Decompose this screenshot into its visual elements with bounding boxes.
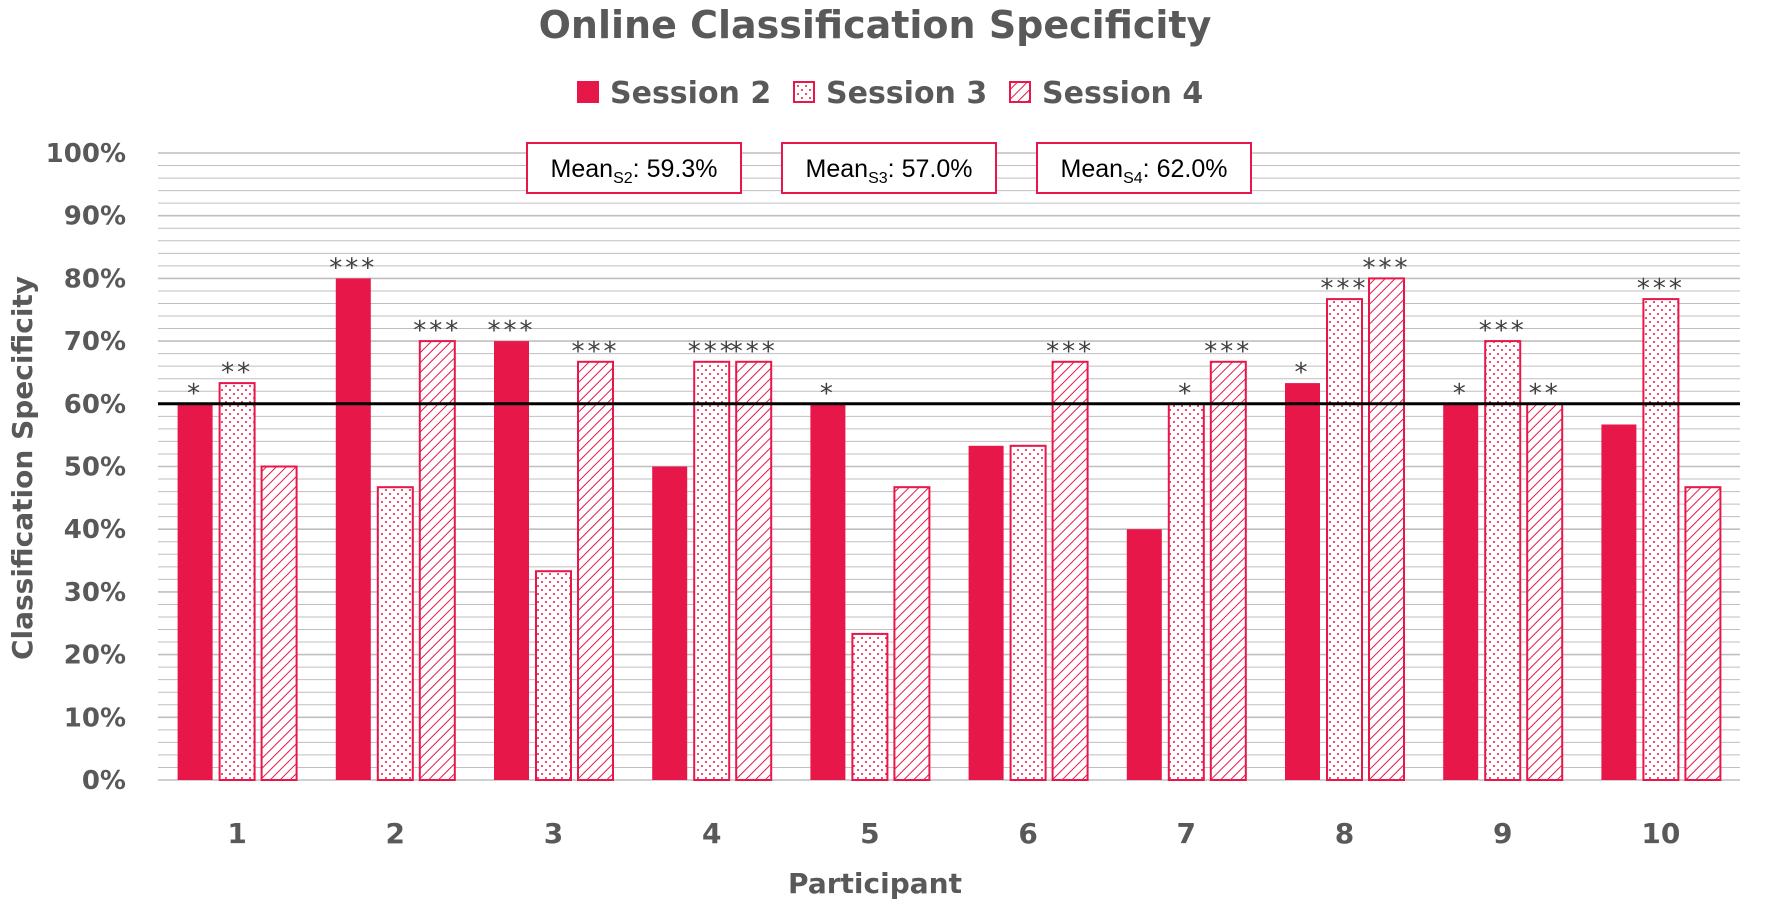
bar-session-4-p10 xyxy=(1684,486,1722,781)
bar-session-2-p3 xyxy=(494,341,529,780)
bar-session-2-p5 xyxy=(810,403,846,780)
mean-box: MeanS2: 59.3% xyxy=(526,142,742,194)
significance-label: *** xyxy=(1204,337,1252,367)
y-tick-label: 50% xyxy=(64,453,126,483)
y-tick-label: 60% xyxy=(64,390,126,420)
bar-session-2-p10 xyxy=(1601,424,1637,780)
mean-box: MeanS4: 62.0% xyxy=(1036,142,1252,194)
bar-session-3-p1 xyxy=(218,382,256,781)
bar-session-3-p3 xyxy=(535,570,572,781)
bar-session-3-p5 xyxy=(851,632,889,781)
y-tick-label: 30% xyxy=(64,578,126,608)
legend-label: Session 2 xyxy=(610,76,771,111)
bar-session-3-p8 xyxy=(1326,298,1363,781)
significance-label: ** xyxy=(221,358,253,388)
legend-swatch xyxy=(793,81,815,103)
y-tick-label: 20% xyxy=(64,641,126,671)
y-tick-label: 40% xyxy=(64,515,126,545)
x-tick-label: 4 xyxy=(702,817,721,850)
bar-session-4-p8 xyxy=(1368,277,1405,781)
significance-label: *** xyxy=(1321,274,1369,304)
x-axis-ticks: 1 2 3 4 5 6 7 8 9 10 xyxy=(227,817,1680,850)
bar-session-4-p6 xyxy=(1051,360,1089,781)
significance-label: ** xyxy=(1529,379,1561,409)
bar-session-4-p2 xyxy=(418,340,456,781)
bar-session-2-p2 xyxy=(335,278,371,780)
significance-label: *** xyxy=(329,253,377,283)
bar-session-2-p4 xyxy=(652,466,688,780)
y-tick-label: 90% xyxy=(64,202,126,232)
significance-label: *** xyxy=(1046,337,1094,367)
bar-session-4-p3 xyxy=(577,360,614,781)
significance-label: *** xyxy=(1363,253,1411,283)
bar-session-2-p6 xyxy=(968,445,1004,780)
y-tick-label: 100% xyxy=(46,139,126,169)
bar-session-3-p4 xyxy=(693,360,731,781)
y-tick-label: 80% xyxy=(64,264,126,294)
significance-label: *** xyxy=(730,337,778,367)
x-axis-label: Participant xyxy=(788,867,962,900)
significance-label: * xyxy=(187,379,203,409)
mean-label: MeanS4: 62.0% xyxy=(1061,155,1228,187)
bar-session-4-p1 xyxy=(260,465,298,781)
bar-session-3-p10 xyxy=(1642,298,1680,781)
x-tick-label: 5 xyxy=(860,817,879,850)
bar-session-4-p4 xyxy=(735,360,773,781)
x-tick-label: 10 xyxy=(1641,817,1680,850)
bar-session-4-p5 xyxy=(893,486,931,781)
legend-swatch xyxy=(577,81,599,103)
significance-label: *** xyxy=(572,337,620,367)
mean-box: MeanS3: 57.0% xyxy=(781,142,997,194)
bar-session-3-p7 xyxy=(1167,402,1205,781)
bar-session-2-p8 xyxy=(1285,383,1320,780)
legend-label: Session 3 xyxy=(826,76,987,111)
significance-label: * xyxy=(1178,379,1194,409)
y-tick-label: 10% xyxy=(64,703,126,733)
bar-session-2-p7 xyxy=(1126,529,1162,780)
significance-labels: ******************************* *** *** ***… xyxy=(187,253,1685,409)
significance-label: *** xyxy=(413,316,461,346)
chart-title: Online Classification Specificity xyxy=(539,3,1212,47)
x-tick-label: 3 xyxy=(544,817,563,850)
x-tick-label: 2 xyxy=(386,817,405,850)
bar-session-3-p6 xyxy=(1009,444,1047,781)
x-tick-label: 8 xyxy=(1335,817,1354,850)
significance-label: *** xyxy=(1637,274,1685,304)
bar-session-2-p9 xyxy=(1443,403,1479,780)
legend: Session 2 Session 3 Session 4 xyxy=(577,76,1203,111)
bar-session-2-p1 xyxy=(177,403,213,780)
significance-label: *** xyxy=(688,337,736,367)
significance-label: * xyxy=(820,379,836,409)
mean-annotations: MeanS2: 59.3% MeanS3: 57.0% MeanS4: 62.0% xyxy=(526,142,1252,194)
y-axis-ticks: 0% 10% 20% 30% 40% 50% 60% 70% 80% 90% 100% xyxy=(46,139,126,796)
legend-label: Session 4 xyxy=(1042,76,1203,111)
significance-label: * xyxy=(1453,379,1469,409)
x-tick-label: 6 xyxy=(1018,817,1037,850)
bars xyxy=(177,277,1722,781)
mean-label: MeanS2: 59.3% xyxy=(551,155,718,187)
mean-label: MeanS3: 57.0% xyxy=(806,155,973,187)
y-axis-label: Classification Specificity xyxy=(6,276,39,660)
x-tick-label: 1 xyxy=(227,817,246,850)
legend-swatch xyxy=(1009,81,1031,103)
y-tick-label: 0% xyxy=(82,766,126,796)
x-tick-label: 7 xyxy=(1177,817,1196,850)
significance-label: *** xyxy=(1479,316,1527,346)
bar-session-4-p7 xyxy=(1209,360,1247,781)
x-tick-label: 9 xyxy=(1493,817,1512,850)
significance-label: * xyxy=(1295,358,1311,388)
y-tick-label: 70% xyxy=(64,327,126,357)
bar-session-3-p2 xyxy=(376,486,414,781)
bar-session-3-p9 xyxy=(1484,340,1522,781)
bar-session-4-p9 xyxy=(1526,402,1564,781)
significance-label: *** xyxy=(488,316,536,346)
